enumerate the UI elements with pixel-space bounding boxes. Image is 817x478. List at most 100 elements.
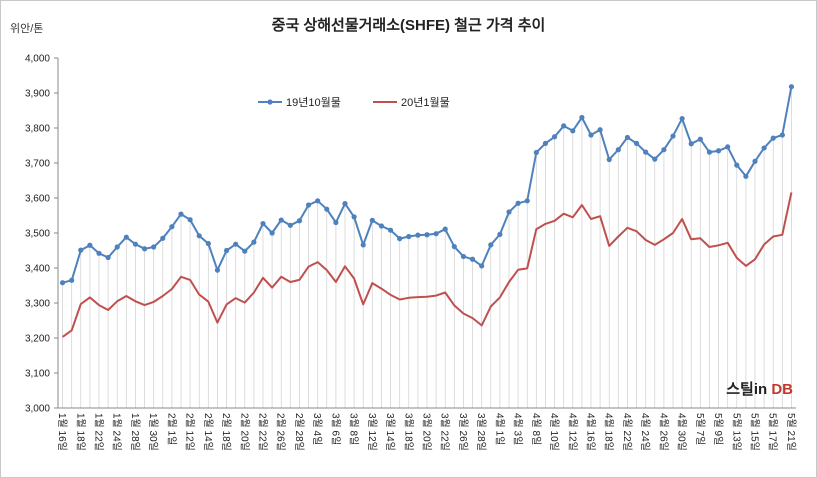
series-1-marker — [114, 244, 120, 250]
series-1-marker — [542, 140, 549, 146]
series-1-marker — [378, 223, 385, 229]
series-1-marker — [169, 224, 175, 230]
series-1-marker — [160, 235, 166, 241]
y-tick-label: 3,400 — [25, 264, 50, 275]
series-1-marker — [406, 233, 412, 240]
x-tick-label: 2월 14일 — [202, 413, 214, 451]
x-tick-label: 3월 8일 — [348, 413, 360, 445]
x-tick-label: 1월 28일 — [129, 413, 141, 451]
legend-marker-1 — [267, 99, 273, 105]
series-1-marker — [151, 244, 157, 250]
series-1-marker — [615, 147, 621, 153]
series-1-marker — [59, 280, 66, 286]
x-tick-label: 4월 1일 — [493, 413, 505, 445]
series-1-marker — [679, 115, 685, 122]
series-1-marker — [324, 206, 330, 212]
x-tick-label: 5월 13일 — [730, 413, 742, 451]
series-1-marker — [178, 211, 184, 217]
x-tick-label: 1월 30일 — [147, 413, 159, 451]
x-tick-label: 1월 16일 — [56, 413, 68, 451]
series-1-marker — [497, 231, 503, 237]
series-1-marker — [205, 240, 211, 247]
series-1-marker — [533, 149, 539, 156]
x-tick-label: 4월 24일 — [639, 413, 651, 451]
x-tick-label: 5월 7일 — [694, 413, 706, 445]
series-1-marker — [196, 233, 202, 239]
series-1-marker — [779, 132, 785, 138]
x-tick-label: 5월 17일 — [767, 413, 779, 451]
x-tick-label: 3월 4일 — [311, 413, 323, 445]
series-1-marker — [734, 162, 740, 168]
watermark: 스틸in DB — [726, 378, 793, 399]
x-tick-label: 4월 12일 — [566, 413, 578, 451]
y-tick-label: 3,000 — [25, 404, 50, 415]
watermark-db: DB — [767, 381, 793, 398]
series-1-marker — [251, 239, 257, 245]
x-tick-label: 4월 22일 — [621, 413, 633, 451]
x-tick-label: 3월 28일 — [475, 413, 487, 451]
series-1-marker — [561, 123, 567, 129]
series-1-marker — [670, 133, 676, 139]
series-1-marker — [397, 236, 403, 242]
series-1-marker — [415, 232, 421, 238]
series-1-marker — [761, 145, 767, 151]
series-1-marker — [296, 218, 303, 224]
series-1-marker — [661, 147, 667, 153]
x-tick-label: 2월 26일 — [275, 413, 287, 451]
x-tick-label: 2월 22일 — [257, 413, 269, 451]
y-axis-unit-label: 위안/톤 — [10, 23, 44, 35]
series-1-marker — [433, 231, 439, 237]
series-1-marker — [633, 140, 640, 146]
series-1-marker — [697, 136, 703, 142]
series-1-marker — [706, 149, 713, 155]
x-tick-label: 5월 21일 — [785, 413, 797, 451]
series-1-marker — [524, 198, 530, 204]
y-tick-label: 3,300 — [25, 299, 50, 310]
series-1-marker — [743, 173, 749, 179]
series-1-marker — [187, 217, 193, 223]
y-tick-label: 3,700 — [25, 159, 50, 170]
x-tick-label: 3월 14일 — [384, 413, 396, 451]
series-1-marker — [132, 241, 139, 247]
x-tick-label: 4월 10일 — [548, 413, 560, 451]
series-1-marker — [214, 267, 221, 273]
series-1-marker — [342, 201, 348, 207]
series-1-marker — [141, 246, 148, 252]
series-1-marker — [223, 247, 230, 254]
series-1-marker — [788, 84, 795, 90]
x-tick-label: 5월 15일 — [749, 413, 761, 451]
series-1-marker — [242, 248, 248, 254]
series-1-marker — [506, 209, 512, 215]
series-1-marker — [588, 132, 594, 138]
series-1-marker — [624, 134, 631, 141]
x-tick-label: 3월 20일 — [421, 413, 433, 451]
x-tick-label: 3월 18일 — [402, 413, 414, 451]
y-tick-label: 3,800 — [25, 124, 50, 135]
x-tick-label: 3월 26일 — [457, 413, 469, 451]
series-1-marker — [369, 217, 375, 223]
series-1-marker — [643, 149, 649, 155]
series-1-marker — [442, 226, 448, 232]
series-1-marker — [424, 232, 430, 238]
x-tick-label: 4월 30일 — [676, 413, 688, 451]
y-tick-label: 3,900 — [25, 89, 50, 100]
chart-title: 중국 상해선물거래소(SHFE) 철근 가격 추이 — [271, 17, 546, 34]
series-1-marker — [688, 141, 694, 147]
watermark-brand: 스틸in — [726, 381, 768, 398]
series-1-marker — [515, 200, 521, 206]
x-tick-label: 3월 22일 — [439, 413, 451, 451]
series-1-marker — [460, 253, 467, 260]
x-tick-label: 5월 9일 — [712, 413, 724, 445]
x-tick-label: 1월 24일 — [111, 413, 123, 451]
series-1-marker — [351, 214, 357, 220]
series-1-marker — [333, 219, 339, 226]
series-1-marker — [579, 114, 585, 121]
x-tick-label: 2월 12일 — [184, 413, 196, 451]
series-1-marker — [233, 241, 239, 247]
series-1-marker — [260, 220, 266, 227]
series-1-marker — [278, 217, 284, 223]
y-tick-label: 3,200 — [25, 334, 50, 345]
series-1-marker — [752, 158, 758, 164]
x-tick-label: 1월 18일 — [74, 413, 86, 451]
